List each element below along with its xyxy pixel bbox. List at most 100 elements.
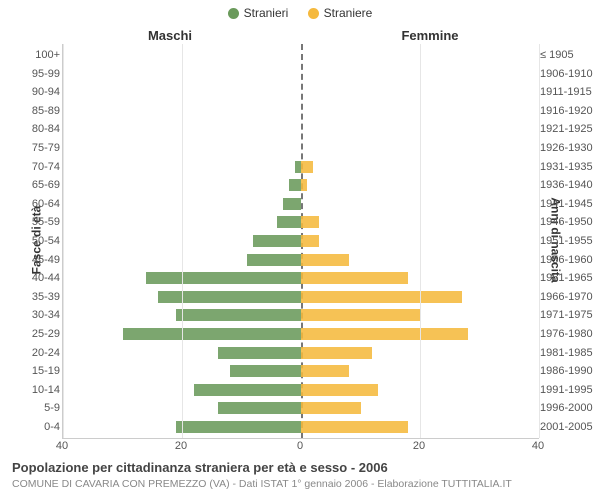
- age-label: 0-4: [10, 420, 60, 434]
- legend-swatch-female: [308, 8, 319, 19]
- bar-rows: [63, 48, 539, 434]
- age-label: 25-29: [10, 327, 60, 341]
- legend-item-female: Straniere: [308, 6, 373, 20]
- bar-row: [63, 364, 539, 378]
- year-label: 1986-1990: [540, 364, 598, 378]
- age-label: 75-79: [10, 141, 60, 155]
- bar-row: [63, 197, 539, 211]
- age-label: 55-59: [10, 215, 60, 229]
- year-label: 2001-2005: [540, 420, 598, 434]
- legend-label-female: Straniere: [324, 6, 373, 20]
- bar-male: [123, 328, 302, 340]
- x-tick: 40: [532, 440, 544, 452]
- bar-row: [63, 141, 539, 155]
- age-label: 65-69: [10, 178, 60, 192]
- age-label: 20-24: [10, 346, 60, 360]
- year-label: ≤ 1905: [540, 48, 598, 62]
- bar-female: [301, 216, 319, 228]
- bar-row: [63, 215, 539, 229]
- bar-row: [63, 271, 539, 285]
- age-label: 50-54: [10, 234, 60, 248]
- year-label: 1966-1970: [540, 290, 598, 304]
- bar-row: [63, 122, 539, 136]
- year-label: 1936-1940: [540, 178, 598, 192]
- year-label: 1951-1955: [540, 234, 598, 248]
- bar-male: [194, 384, 301, 396]
- bar-row: [63, 290, 539, 304]
- bar-male: [218, 402, 301, 414]
- age-label: 35-39: [10, 290, 60, 304]
- bar-male: [253, 235, 301, 247]
- bar-female: [301, 161, 313, 173]
- bar-row: [63, 104, 539, 118]
- year-label: 1996-2000: [540, 401, 598, 415]
- year-label: 1926-1930: [540, 141, 598, 155]
- year-label: 1981-1985: [540, 346, 598, 360]
- year-label: 1941-1945: [540, 197, 598, 211]
- bar-male: [230, 365, 301, 377]
- bar-female: [301, 365, 349, 377]
- bar-female: [301, 402, 361, 414]
- x-axis: 402002040: [62, 440, 538, 454]
- bar-male: [277, 216, 301, 228]
- bar-female: [301, 235, 319, 247]
- bar-female: [301, 272, 408, 284]
- bar-row: [63, 234, 539, 248]
- bar-row: [63, 346, 539, 360]
- year-label: 1921-1925: [540, 122, 598, 136]
- age-label: 40-44: [10, 271, 60, 285]
- bar-male: [289, 179, 301, 191]
- bar-male: [283, 198, 301, 210]
- bar-row: [63, 178, 539, 192]
- age-label: 60-64: [10, 197, 60, 211]
- bar-row: [63, 420, 539, 434]
- column-header-male: Maschi: [0, 28, 300, 43]
- chart-subtitle: COMUNE DI CAVARIA CON PREMEZZO (VA) - Da…: [12, 478, 512, 490]
- bar-row: [63, 85, 539, 99]
- bar-row: [63, 253, 539, 267]
- year-label: 1956-1960: [540, 253, 598, 267]
- bar-male: [146, 272, 301, 284]
- bar-row: [63, 308, 539, 322]
- age-label: 95-99: [10, 67, 60, 81]
- year-label: 1991-1995: [540, 383, 598, 397]
- gridline: [182, 44, 183, 438]
- age-label: 15-19: [10, 364, 60, 378]
- bar-male: [247, 254, 301, 266]
- x-tick: 20: [413, 440, 425, 452]
- gridline: [63, 44, 64, 438]
- age-label: 80-84: [10, 122, 60, 136]
- year-label: 1961-1965: [540, 271, 598, 285]
- age-label: 90-94: [10, 85, 60, 99]
- age-label: 100+: [10, 48, 60, 62]
- bar-female: [301, 421, 408, 433]
- age-label: 10-14: [10, 383, 60, 397]
- plot-area: [62, 44, 539, 439]
- year-label: 1976-1980: [540, 327, 598, 341]
- year-label: 1971-1975: [540, 308, 598, 322]
- bar-row: [63, 327, 539, 341]
- age-label: 5-9: [10, 401, 60, 415]
- legend: Stranieri Straniere: [0, 6, 600, 22]
- legend-item-male: Stranieri: [228, 6, 289, 20]
- bar-row: [63, 383, 539, 397]
- age-label: 85-89: [10, 104, 60, 118]
- bar-male: [176, 421, 301, 433]
- age-label: 30-34: [10, 308, 60, 322]
- year-label: 1946-1950: [540, 215, 598, 229]
- year-label: 1931-1935: [540, 160, 598, 174]
- legend-swatch-male: [228, 8, 239, 19]
- age-label: 70-74: [10, 160, 60, 174]
- bar-row: [63, 67, 539, 81]
- x-tick: 20: [175, 440, 187, 452]
- gridline: [420, 44, 421, 438]
- bar-female: [301, 384, 378, 396]
- year-label: 1906-1910: [540, 67, 598, 81]
- bar-row: [63, 48, 539, 62]
- legend-label-male: Stranieri: [244, 6, 289, 20]
- bar-male: [158, 291, 301, 303]
- bar-male: [176, 309, 301, 321]
- x-tick: 40: [56, 440, 68, 452]
- year-label: 1916-1920: [540, 104, 598, 118]
- age-label: 45-49: [10, 253, 60, 267]
